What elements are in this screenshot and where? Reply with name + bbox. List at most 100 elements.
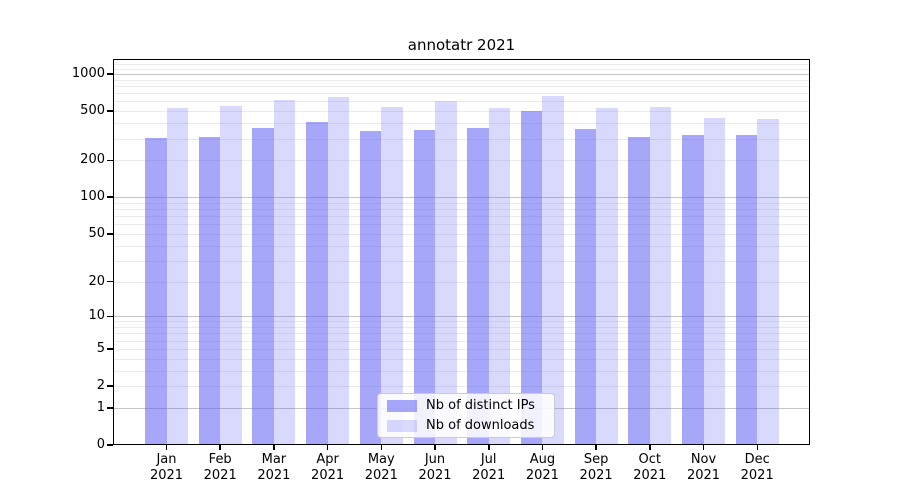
bar-downloads-dec: [757, 119, 779, 445]
bar-distinct-ips-mar: [252, 128, 274, 445]
gridline-4: [114, 358, 809, 360]
x-tick-label-oct: Oct 2021: [633, 452, 667, 483]
gridline-700: [114, 93, 809, 95]
bar-downloads-may: [381, 106, 403, 445]
x-tick-mark: [649, 445, 651, 450]
y-tick-label-10: 10: [88, 308, 105, 324]
bar-downloads-jun: [435, 101, 457, 445]
gridline-70: [114, 216, 809, 218]
bar-downloads-apr: [327, 96, 350, 445]
x-tick-label-aug: Aug 2021: [525, 452, 559, 483]
gridline-3: [114, 370, 809, 372]
y-tick-mark: [107, 280, 113, 283]
y-tick-label-50: 50: [88, 225, 105, 241]
x-tick-label-jul: Jul 2021: [472, 452, 506, 483]
legend-swatch-distinct-ips-icon: [387, 399, 417, 412]
x-tick-label-jan: Jan 2021: [149, 452, 184, 483]
gridline-10: [114, 316, 809, 318]
bar-distinct-ips-oct: [628, 136, 650, 445]
y-tick-mark: [107, 444, 113, 446]
bar-downloads-feb: [220, 106, 242, 445]
gridline-9: [114, 321, 809, 323]
gridline-50: [114, 233, 809, 235]
gridline-100: [114, 197, 809, 199]
y-tick-mark: [107, 110, 113, 112]
gridline-200: [114, 160, 809, 162]
legend-label-downloads: Nb of downloads: [426, 418, 535, 433]
bar-distinct-ips-apr: [306, 121, 328, 445]
bar-distinct-ips-jan: [145, 137, 167, 445]
gridline-1000: [114, 74, 809, 75]
gridline-1200: [114, 64, 809, 66]
bar-distinct-ips-jun: [413, 130, 435, 445]
y-tick-mark: [107, 385, 113, 387]
y-tick-mark: [107, 159, 113, 161]
x-tick-mark: [165, 445, 168, 450]
chart-title: annotatr 2021: [407, 36, 516, 54]
x-tick-label-jun: Jun 2021: [418, 452, 452, 483]
x-tick-label-dec: Dec 2021: [740, 452, 774, 483]
y-tick-label-1: 1: [96, 399, 105, 415]
x-tick-mark: [756, 445, 758, 450]
bar-distinct-ips-may: [359, 131, 382, 445]
gridline-60: [114, 224, 809, 226]
gridline-900: [114, 79, 809, 81]
legend-label-distinct-ips: Nb of distinct IPs: [426, 398, 535, 413]
x-tick-mark: [702, 445, 705, 450]
gridline-7: [114, 333, 809, 335]
x-tick-mark: [273, 445, 275, 450]
x-tick-label-mar: Mar 2021: [257, 452, 291, 483]
gridline-400: [114, 123, 809, 125]
gridline-8: [114, 327, 809, 328]
legend-item-distinct-ips: Nb of distinct IPs: [378, 397, 554, 414]
y-tick-mark: [107, 407, 113, 409]
gridline-800: [114, 86, 809, 87]
y-tick-label-100: 100: [80, 189, 105, 205]
x-tick-label-apr: Apr 2021: [311, 452, 345, 483]
gridline-90: [114, 202, 809, 204]
y-tick-mark: [107, 73, 113, 75]
x-tick-mark: [219, 445, 221, 450]
x-tick-mark: [326, 445, 329, 450]
gridline-20: [114, 281, 809, 283]
gridline-5: [114, 348, 809, 350]
bar-downloads-aug: [542, 95, 564, 445]
bar-distinct-ips-jul: [467, 128, 489, 445]
x-tick-label-may: May 2021: [364, 452, 398, 483]
bar-downloads-oct: [649, 106, 672, 445]
bar-downloads-nov: [703, 118, 725, 445]
bar-downloads-mar: [273, 99, 296, 445]
bar-distinct-ips-dec: [735, 135, 758, 445]
y-tick-label-0: 0: [96, 437, 105, 452]
y-tick-mark: [107, 348, 113, 350]
x-tick-mark: [541, 445, 544, 450]
x-tick-label-nov: Nov 2021: [686, 452, 721, 483]
x-tick-mark: [380, 445, 383, 450]
x-tick-mark: [488, 445, 490, 450]
y-tick-mark: [107, 233, 113, 235]
bar-distinct-ips-feb: [198, 136, 221, 445]
gridline-40: [114, 245, 809, 247]
gridline-1100: [114, 68, 809, 70]
gridline-2: [114, 386, 809, 387]
gridline-30: [114, 260, 809, 262]
y-tick-label-1000: 1000: [71, 66, 105, 81]
y-tick-label-5: 5: [96, 340, 105, 356]
x-tick-label-sep: Sep 2021: [579, 452, 613, 483]
legend-swatch-downloads-icon: [387, 419, 417, 432]
bar-distinct-ips-aug: [520, 111, 543, 445]
legend: Nb of distinct IPs Nb of downloads: [377, 393, 555, 438]
y-tick-label-20: 20: [88, 273, 105, 289]
x-tick-label-feb: Feb 2021: [203, 452, 237, 483]
y-tick-mark: [107, 315, 113, 317]
legend-item-downloads: Nb of downloads: [378, 417, 554, 434]
gridline-300: [114, 138, 809, 140]
bar-downloads-jan: [166, 108, 188, 445]
bar-downloads-jul: [488, 108, 511, 445]
gridline-6: [114, 340, 809, 342]
bar-distinct-ips-nov: [682, 135, 704, 445]
y-tick-label-2: 2: [96, 378, 105, 393]
x-tick-mark: [434, 445, 436, 450]
gridline-600: [114, 101, 809, 103]
